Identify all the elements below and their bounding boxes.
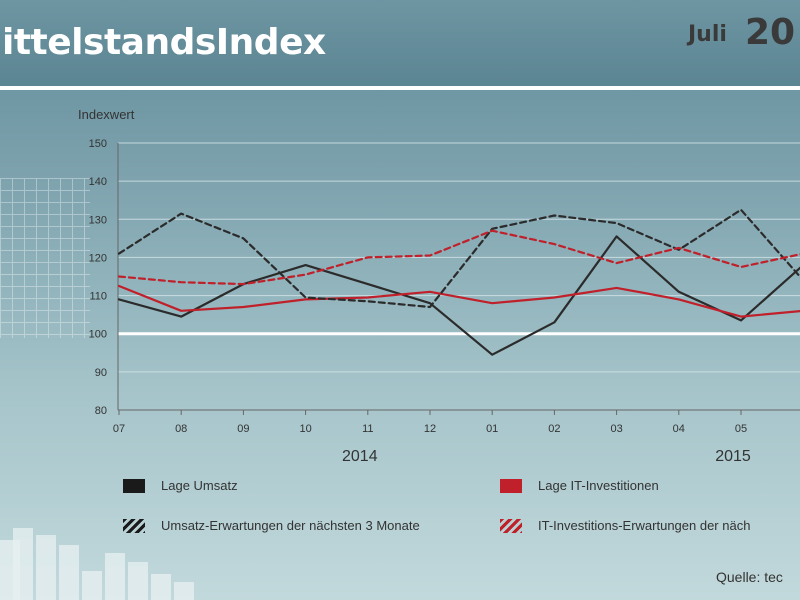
- series-line-2: [117, 208, 800, 309]
- series-line-1: [117, 284, 800, 318]
- x-tick-label: 10: [299, 423, 311, 435]
- legend-item-lage-umsatz: Lage Umsatz: [123, 476, 423, 496]
- x-tick-label: 01: [486, 423, 498, 435]
- legend-label: Umsatz-Erwartungen der nächsten 3 Monate: [161, 518, 420, 533]
- legend-item-it-investitions-erwartungen: IT-Investitions-Erwartungen der näch: [500, 516, 796, 536]
- x-tick-label: 09: [237, 423, 249, 435]
- legend-swatch: [500, 519, 522, 533]
- x-tick-label: 05: [735, 423, 747, 435]
- year-label: 2014: [342, 448, 378, 465]
- y-tick-label: 100: [89, 329, 107, 341]
- x-tick-label: 07: [113, 423, 125, 435]
- legend-label: IT-Investitions-Erwartungen der näch: [538, 518, 751, 533]
- y-tick-label: 140: [89, 176, 107, 188]
- series-line-3: [117, 229, 800, 286]
- y-tick-label: 130: [89, 214, 107, 226]
- legend-item-lage-it-investitionen: Lage IT-Investitionen: [500, 476, 790, 496]
- x-tick-label: 04: [673, 423, 685, 435]
- legend-label: Lage IT-Investitionen: [538, 478, 659, 493]
- x-tick-label: 03: [610, 423, 622, 435]
- y-tick-label: 80: [95, 405, 107, 417]
- x-tick-label: 08: [175, 423, 187, 435]
- page-title: ittelstandsIndex: [2, 22, 326, 63]
- x-tick-label: 11: [362, 423, 373, 435]
- date-year: 20: [745, 12, 796, 53]
- year-label: 2015: [715, 448, 751, 465]
- header-band: [0, 0, 800, 86]
- legend-swatch: [500, 479, 522, 493]
- x-tick-label: 12: [424, 423, 436, 435]
- y-tick-label: 150: [89, 138, 107, 150]
- y-tick-label: 90: [95, 367, 107, 379]
- series-line-0: [117, 235, 800, 356]
- line-chart: Indexwert 150 140 130 120 110 100 90 80 07 08 09 10…: [78, 107, 800, 465]
- y-axis-label: Indexwert: [78, 107, 135, 122]
- legend-swatch: [123, 519, 145, 533]
- y-tick-label: 120: [89, 252, 107, 264]
- y-tick-label: 110: [89, 291, 107, 303]
- legend-label: Lage Umsatz: [161, 478, 238, 493]
- decorative-grid: [0, 178, 90, 338]
- legend-item-umsatz-erwartungen: Umsatz-Erwartungen der nächsten 3 Monate: [123, 516, 493, 536]
- source-note: Quelle: tec: [716, 569, 783, 585]
- x-tick-label: 02: [548, 423, 560, 435]
- date-month: Juli: [688, 22, 727, 47]
- legend-swatch: [123, 479, 145, 493]
- decorative-bars: [0, 525, 200, 600]
- header-divider: [0, 86, 800, 90]
